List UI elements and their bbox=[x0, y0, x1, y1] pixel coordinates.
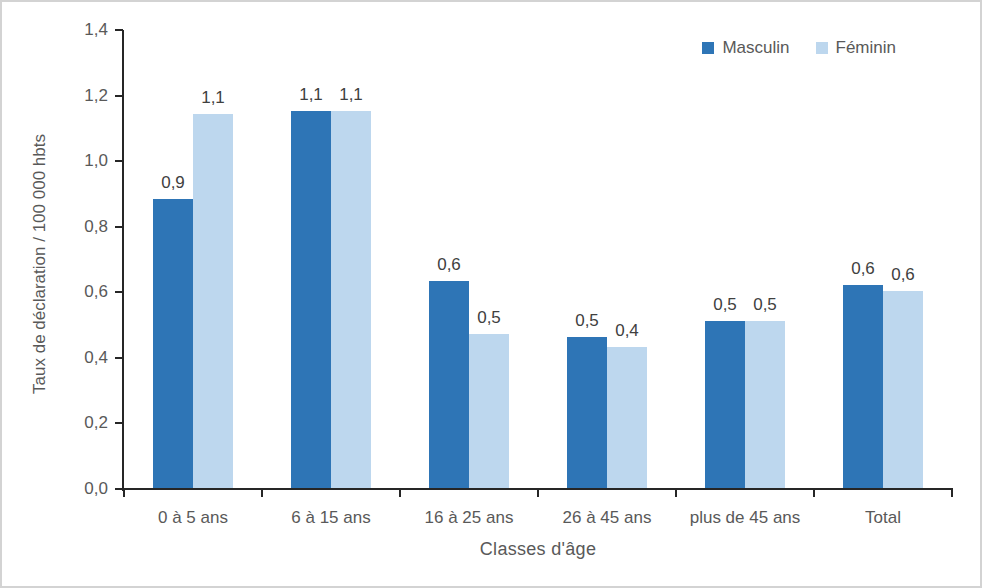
x-category-label: 26 à 45 ans bbox=[538, 507, 676, 529]
y-tick-mark bbox=[115, 95, 123, 97]
y-tick-label: 0,8 bbox=[60, 217, 108, 237]
y-tick-mark bbox=[115, 488, 123, 490]
x-category-label: 6 à 15 ans bbox=[262, 507, 400, 529]
y-tick-mark bbox=[115, 226, 123, 228]
bar-label: 0,6 bbox=[868, 265, 938, 285]
y-tick-mark bbox=[115, 160, 123, 162]
bar-label: 0,5 bbox=[730, 295, 800, 315]
x-category-label: Total bbox=[814, 507, 952, 529]
x-tick-mark bbox=[123, 490, 125, 497]
x-category-label: plus de 45 ans bbox=[676, 507, 814, 529]
bar-féminin-5 bbox=[745, 321, 785, 488]
x-tick-mark bbox=[399, 490, 401, 497]
bar-label: 1,1 bbox=[316, 85, 386, 105]
bar-label: 0,5 bbox=[454, 308, 524, 328]
y-tick-label: 1,0 bbox=[60, 151, 108, 171]
y-tick-label: 0,2 bbox=[60, 413, 108, 433]
y-tick-label: 0,6 bbox=[60, 282, 108, 302]
bar-masculin-6 bbox=[843, 285, 883, 488]
y-tick-mark bbox=[115, 422, 123, 424]
y-tick-label: 0,0 bbox=[60, 479, 108, 499]
bar-masculin-4 bbox=[567, 337, 607, 488]
bar-masculin-5 bbox=[705, 321, 745, 488]
bar-label: 0,6 bbox=[414, 255, 484, 275]
y-tick-label: 0,4 bbox=[60, 348, 108, 368]
y-tick-label: 1,4 bbox=[60, 20, 108, 40]
bar-féminin-6 bbox=[883, 291, 923, 488]
bar-label: 1,1 bbox=[178, 88, 248, 108]
x-tick-mark bbox=[951, 490, 953, 497]
bar-masculin-1 bbox=[153, 199, 193, 488]
x-category-label: 16 à 25 ans bbox=[400, 507, 538, 529]
y-tick-mark bbox=[115, 291, 123, 293]
bar-féminin-2 bbox=[331, 111, 371, 488]
bar-féminin-3 bbox=[469, 334, 509, 488]
plot-area: 0,00,20,40,60,81,01,21,40 à 5 ans0,91,16… bbox=[2, 2, 980, 586]
y-tick-mark bbox=[115, 29, 123, 31]
x-tick-mark bbox=[537, 490, 539, 497]
x-tick-mark bbox=[675, 490, 677, 497]
x-tick-mark bbox=[813, 490, 815, 497]
bar-féminin-4 bbox=[607, 347, 647, 488]
chart: MasculinFéminin Taux de déclaration / 10… bbox=[0, 0, 982, 588]
x-category-label: 0 à 5 ans bbox=[124, 507, 262, 529]
bar-masculin-2 bbox=[291, 111, 331, 488]
y-tick-label: 1,2 bbox=[60, 86, 108, 106]
bar-label: 0,4 bbox=[592, 321, 662, 341]
y-tick-mark bbox=[115, 357, 123, 359]
x-axis-line bbox=[116, 488, 953, 490]
bar-féminin-1 bbox=[193, 114, 233, 488]
x-tick-mark bbox=[261, 490, 263, 497]
